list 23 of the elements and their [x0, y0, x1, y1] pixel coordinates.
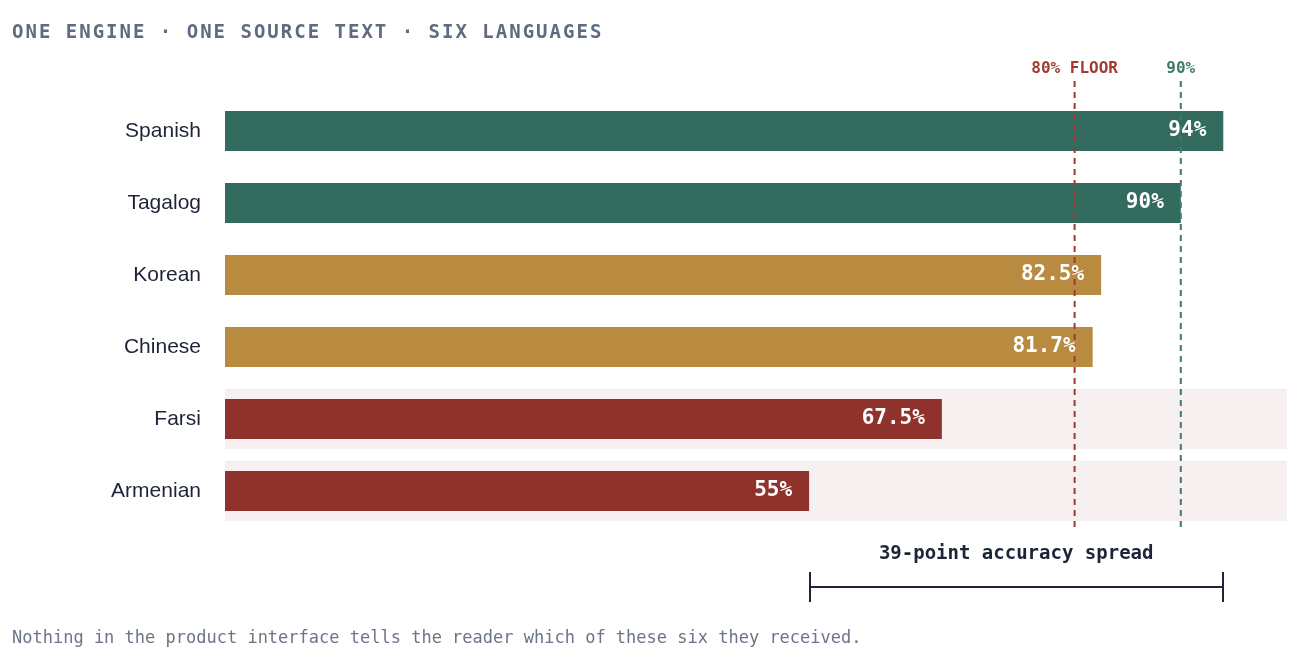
chart-title: ONE ENGINE · ONE SOURCE TEXT · SIX LANGUAGES — [12, 20, 604, 42]
bar — [225, 399, 942, 439]
ref-line-label: 90% — [1166, 58, 1196, 78]
y-tick-label: Tagalog — [127, 189, 201, 213]
data-label: 90% — [1125, 189, 1165, 214]
data-label: 67.5% — [861, 405, 926, 430]
data-label: 81.7% — [1012, 333, 1077, 358]
y-tick-label: Chinese — [123, 333, 201, 357]
bar — [225, 471, 810, 511]
bar — [225, 255, 1102, 295]
text: Nothing in the product interface tells the reader which of these six they received. — [12, 627, 862, 647]
ref-line-label: 80% FLOOR — [1031, 58, 1119, 78]
y-tick-label: Armenian — [111, 477, 201, 501]
bar — [225, 111, 1224, 151]
y-tick-label: Farsi — [154, 405, 201, 429]
bar — [225, 327, 1093, 367]
y-tick-label: Spanish — [125, 117, 201, 141]
data-label: 55% — [754, 477, 793, 502]
data-label: 94% — [1168, 117, 1207, 142]
text: 39-point accuracy spread — [878, 541, 1154, 563]
data-label: 82.5% — [1020, 261, 1085, 286]
y-tick-label: Korean — [133, 261, 201, 285]
bar — [225, 183, 1181, 223]
